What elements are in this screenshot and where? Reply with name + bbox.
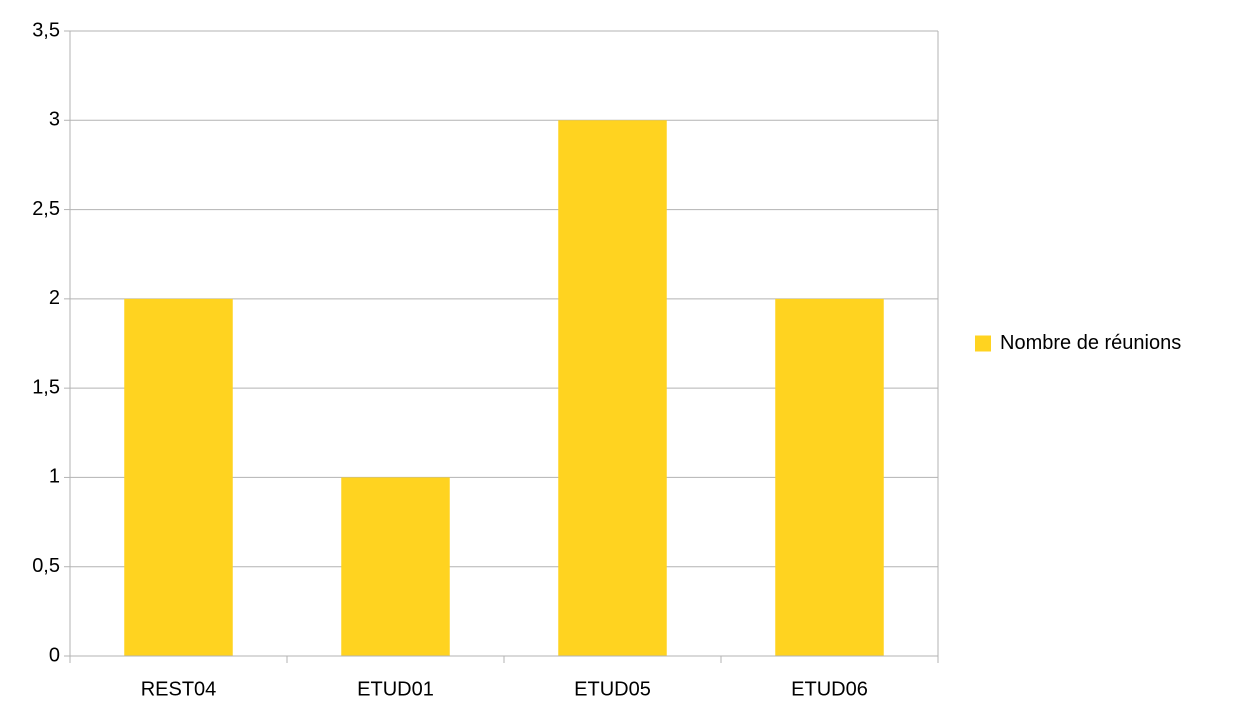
y-tick-label: 2 bbox=[49, 287, 60, 309]
bar bbox=[341, 477, 450, 656]
legend-swatch bbox=[975, 335, 991, 352]
x-tick-label: REST04 bbox=[141, 678, 217, 700]
y-tick-label: 0 bbox=[49, 644, 60, 666]
bar bbox=[558, 120, 667, 657]
y-tick-label: 1 bbox=[49, 466, 60, 488]
bar bbox=[775, 298, 884, 656]
y-tick-label: 3 bbox=[49, 109, 60, 131]
y-tick-label: 3,5 bbox=[32, 19, 60, 41]
y-tick-label: 1,5 bbox=[32, 376, 60, 398]
x-tick-label: ETUD06 bbox=[791, 678, 868, 700]
y-tick-label: 2,5 bbox=[32, 198, 60, 220]
y-tick-label: 0,5 bbox=[32, 555, 60, 577]
bar bbox=[124, 298, 233, 656]
x-tick-label: ETUD05 bbox=[574, 678, 651, 700]
legend-label: Nombre de réunions bbox=[1000, 332, 1181, 354]
x-tick-label: ETUD01 bbox=[357, 678, 434, 700]
